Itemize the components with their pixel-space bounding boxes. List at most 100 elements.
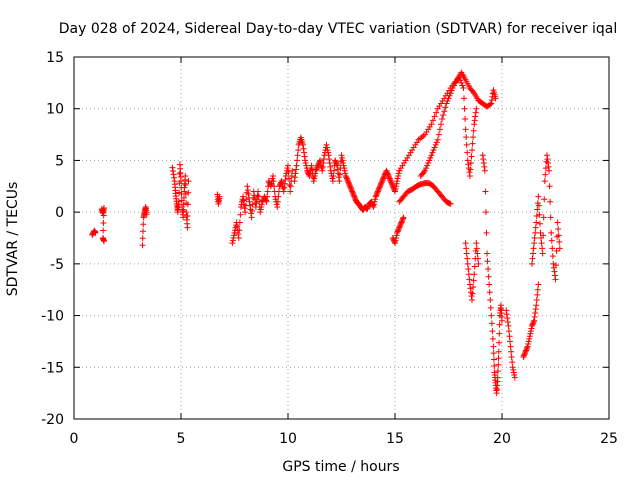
data-point [235,231,242,238]
data-point [530,250,537,257]
data-point [551,268,558,275]
data-point [248,214,255,221]
data-point [494,374,501,381]
data-point [469,140,476,147]
data-point [329,175,336,182]
data-point [426,157,433,164]
data-point [282,176,289,183]
data-point [393,235,400,241]
data-point [522,348,529,355]
data-point [140,221,147,228]
data-point [325,152,332,159]
data-point [100,220,107,227]
y-tick-label: 5 [55,153,64,169]
data-point [526,333,533,340]
data-point [286,181,293,188]
data-point [257,209,264,216]
data-point [294,157,301,164]
y-tick-label: -10 [41,309,64,325]
data-point [551,272,558,279]
data-point [550,260,557,267]
data-point [249,201,256,208]
data-point [430,147,437,154]
data-point [345,180,352,187]
data-point [471,263,478,270]
data-point [352,196,359,203]
data-point [433,109,440,116]
data-point [439,116,446,123]
data-point [308,165,315,172]
data-point [511,372,518,379]
data-point [521,351,528,358]
data-point [331,167,338,174]
data-point [490,356,497,363]
data-point [248,210,255,217]
data-point [255,193,262,200]
data-point [300,145,307,152]
data-point [530,319,537,326]
plot-frame [73,56,610,420]
data-point [443,100,450,107]
data-point [463,245,470,252]
data-point [180,207,187,214]
data-point [233,222,240,229]
data-point [243,196,250,203]
data-point [185,189,192,196]
data-point [508,348,515,355]
data-point [140,228,147,235]
data-point [484,258,491,265]
data-point [379,178,386,185]
data-point [536,211,543,218]
data-point [510,366,517,373]
data-point [258,203,265,210]
data-point [470,134,477,141]
data-point [326,160,333,167]
data-point [471,271,478,278]
data-point [549,245,556,252]
x-tick-label: 20 [493,431,511,447]
data-point [429,149,436,156]
data-point [539,250,546,257]
data-point [284,165,291,172]
data-point [336,178,343,185]
data-point [533,219,540,226]
data-point [273,201,280,208]
x-tick-label: 15 [386,431,404,447]
data-point [471,121,478,128]
data-point [465,161,472,168]
data-point [531,313,538,320]
data-point [169,164,176,171]
y-axis-title: SDTVAR / TECUs [5,182,21,297]
data-point [555,232,562,239]
data-point [278,178,285,185]
data-point [396,223,403,230]
data-point [547,214,554,221]
data-point [441,108,448,115]
data-point [271,183,278,190]
data-point [374,188,381,195]
data-point [464,260,471,267]
data-point [229,237,236,244]
data-point [473,240,480,247]
data-point [281,180,288,187]
data-point [343,174,350,181]
data-point [494,368,501,375]
data-point [474,250,481,257]
data-point [483,229,490,236]
data-point [485,273,492,280]
data-point [291,174,298,181]
data-point [182,172,189,179]
data-point [180,194,187,201]
data-point [295,147,302,154]
data-point [308,162,315,169]
data-point [487,297,494,304]
data-point [285,162,291,169]
data-point [327,163,334,170]
data-point [236,219,243,226]
data-point [510,369,517,376]
data-point [289,167,296,174]
x-tick-label: 0 [70,431,79,447]
data-point [446,200,453,207]
data-point [346,181,353,188]
data-point [100,212,107,219]
